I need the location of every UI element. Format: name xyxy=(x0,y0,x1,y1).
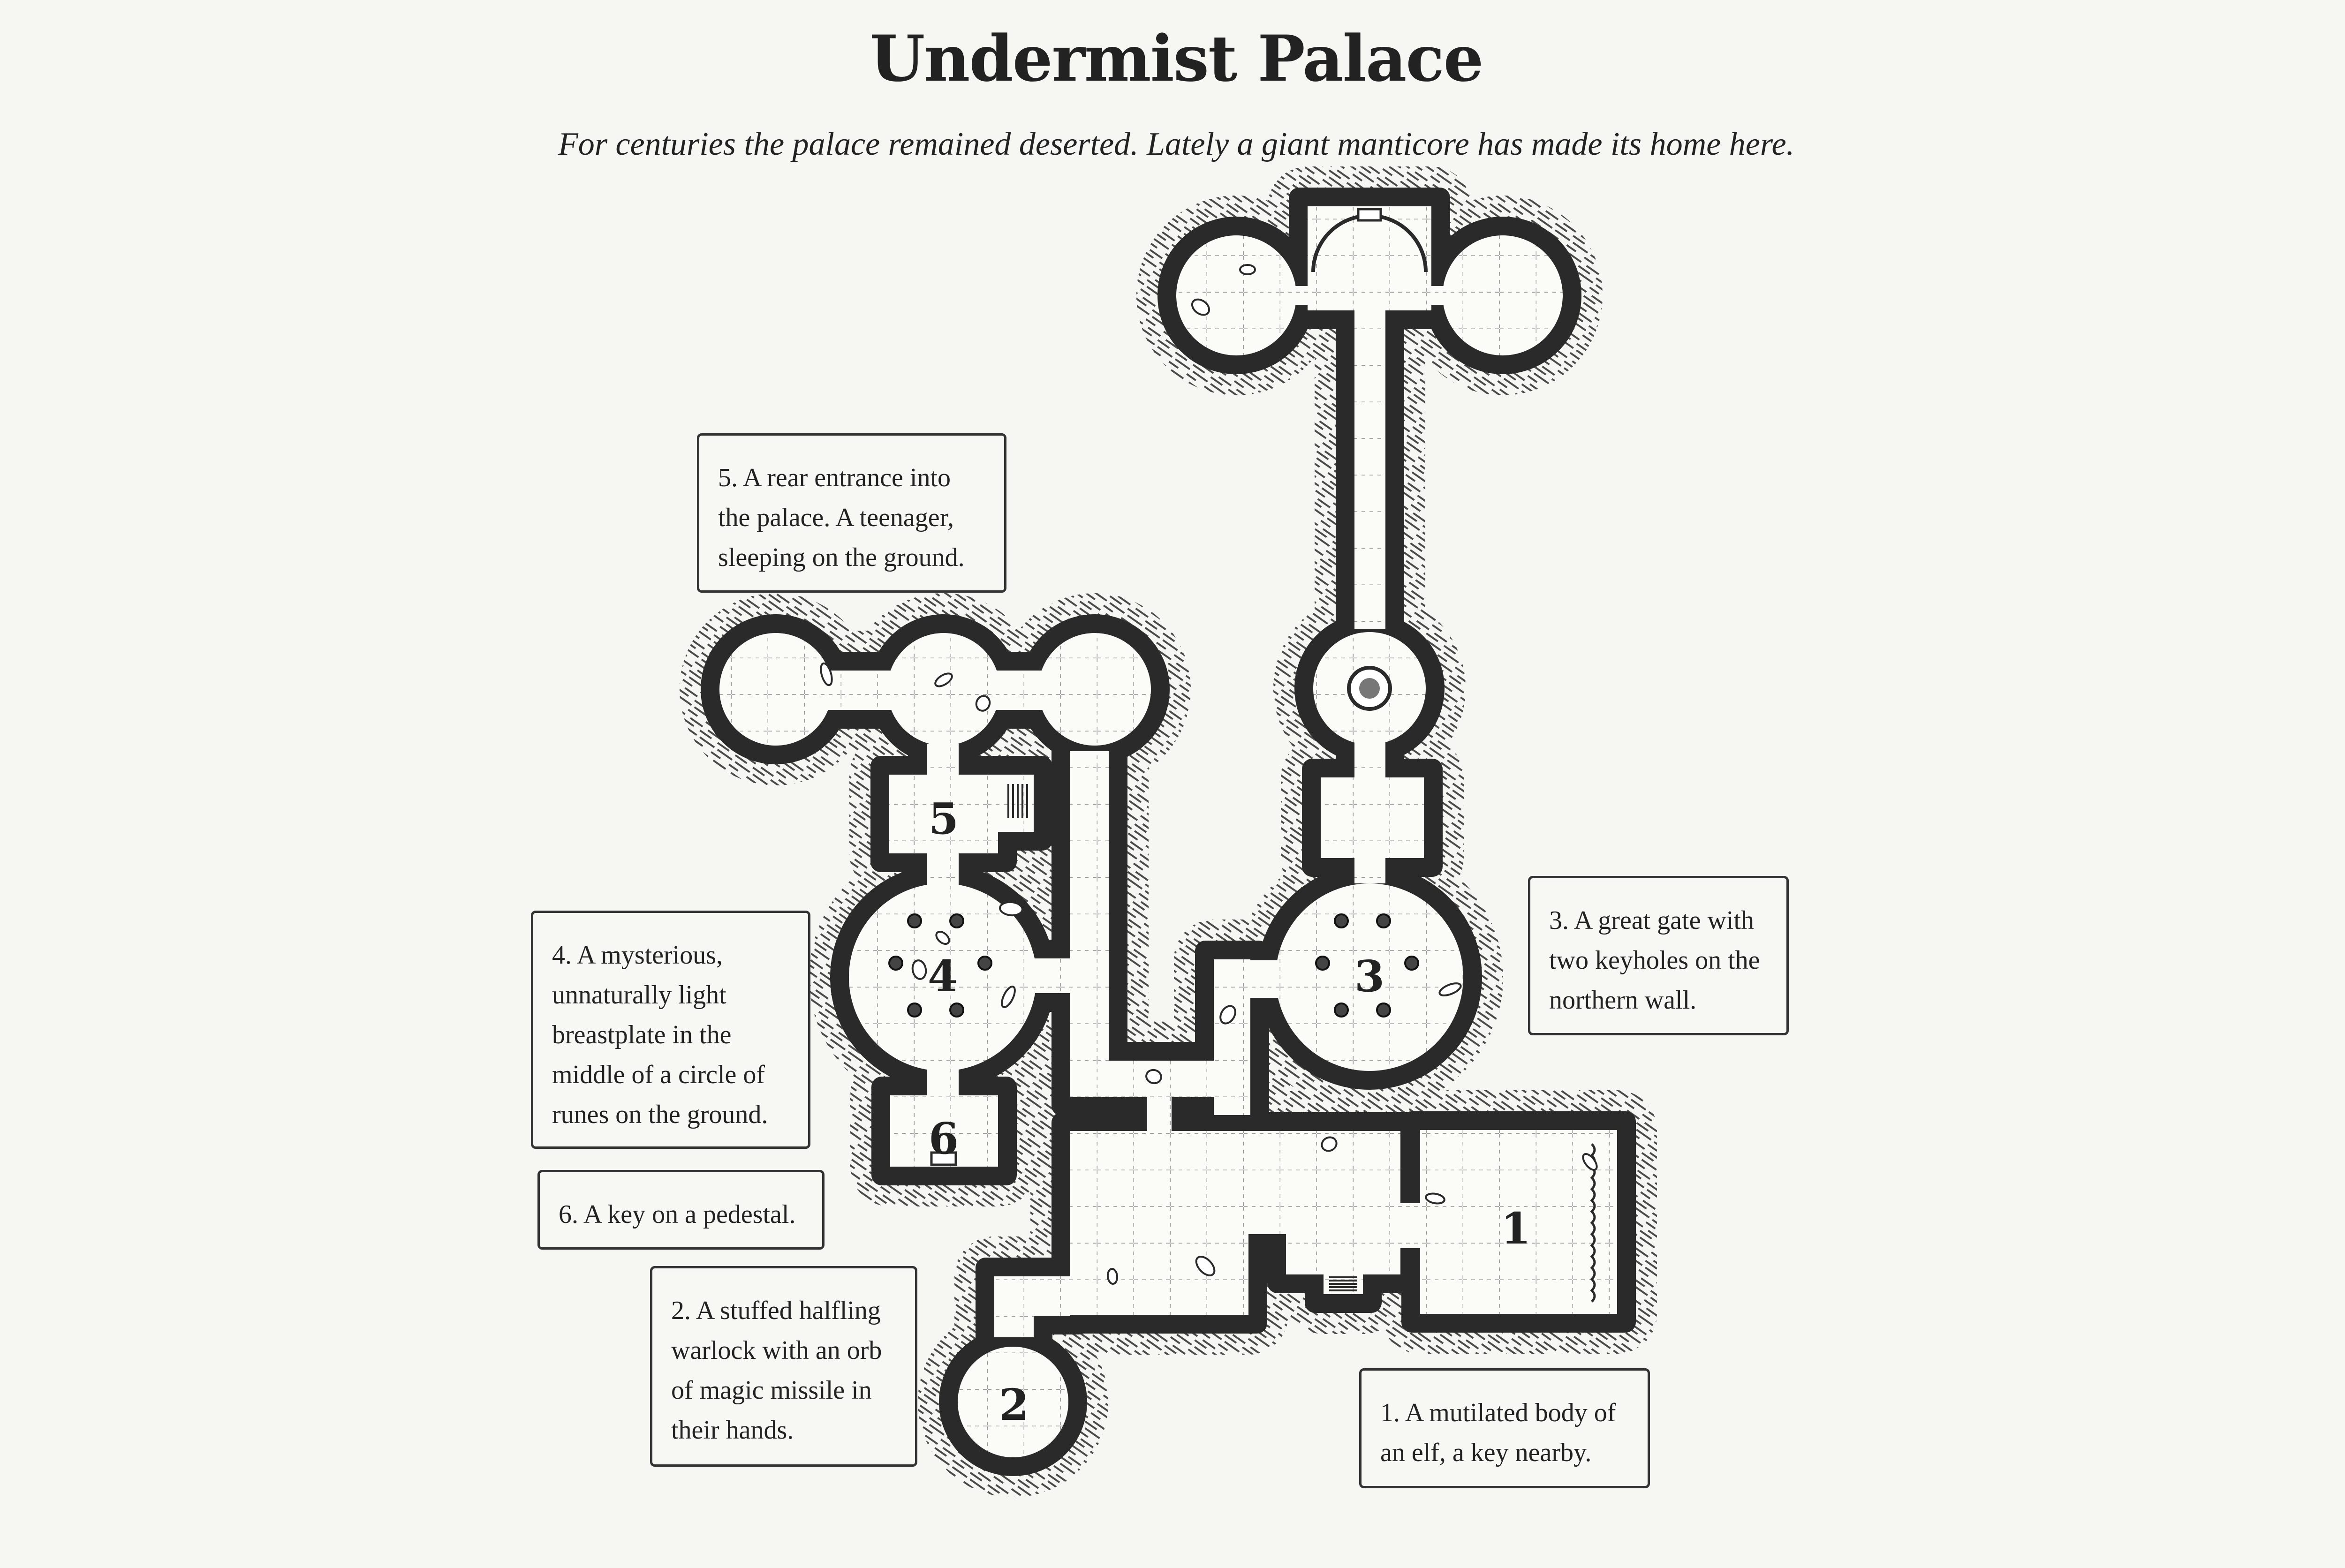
room-number-6: 6 xyxy=(929,1113,959,1164)
pillar xyxy=(949,1003,964,1018)
hall-annex xyxy=(1248,1131,1287,1234)
pillar xyxy=(949,913,964,928)
note-room-3: 3. A great gate with two keyholes on the… xyxy=(1528,876,1789,1035)
north-corridor xyxy=(1354,310,1385,629)
sw-bend xyxy=(994,1276,1034,1337)
rubble-stone xyxy=(1438,982,1462,996)
shrine-passage xyxy=(1354,742,1385,779)
rubble-stone xyxy=(1191,298,1210,316)
door-5-north xyxy=(927,744,959,776)
stair-nook xyxy=(998,775,1034,832)
rubble-stone xyxy=(820,662,833,686)
pillar xyxy=(907,1003,922,1018)
note-room-4: 4. A mysterious, unnaturally light breas… xyxy=(531,911,810,1149)
pillar xyxy=(977,956,992,971)
great-hall xyxy=(1070,1131,1248,1315)
room-3 xyxy=(1276,883,1463,1071)
rubble-stone xyxy=(999,901,1023,917)
door-ne xyxy=(1424,286,1465,305)
note-room-2: 2. A stuffed halfling warlock with an or… xyxy=(650,1266,917,1467)
door-4-south xyxy=(927,1067,959,1097)
pillar xyxy=(1376,1003,1391,1018)
north-east-rotunda xyxy=(1443,235,1563,355)
antechamber xyxy=(1321,777,1424,858)
rubble-stone xyxy=(1145,1069,1162,1085)
north-west-rotunda xyxy=(1176,235,1296,355)
door-nw xyxy=(1287,286,1328,305)
rubble-stone xyxy=(1195,1256,1216,1276)
room-5 xyxy=(889,775,998,853)
pillar xyxy=(1334,913,1349,928)
pillar xyxy=(1404,956,1419,971)
pillar xyxy=(1315,956,1330,971)
altar xyxy=(1357,208,1382,222)
pillar xyxy=(907,913,922,928)
door-5-south xyxy=(927,852,959,885)
rubble-stone xyxy=(1582,1153,1598,1171)
central-chamber xyxy=(1286,1131,1400,1274)
rubble-stone xyxy=(934,672,953,687)
rubble-stone xyxy=(935,930,950,945)
note-room-5: 5. A rear entrance into the palace. A te… xyxy=(697,433,1006,593)
room-4 xyxy=(849,883,1036,1071)
room-number-1: 1 xyxy=(1501,1203,1531,1254)
pillar xyxy=(1376,913,1391,928)
room-number-5: 5 xyxy=(929,793,959,844)
south-door xyxy=(1147,1095,1172,1133)
rubble-stone xyxy=(1425,1192,1445,1205)
door-4-east xyxy=(1033,958,1075,993)
map-details xyxy=(820,208,1598,1303)
pedestal xyxy=(930,1151,957,1166)
west-corridor xyxy=(1070,751,1109,1089)
east-passage xyxy=(1286,1203,1420,1248)
map-subtitle: For centuries the palace remained desert… xyxy=(558,126,1795,162)
room-number-3: 3 xyxy=(1354,951,1384,1002)
pillar xyxy=(1334,1003,1349,1018)
rubble-stone xyxy=(1219,1005,1236,1025)
rubble-stone xyxy=(1321,1136,1338,1152)
rubble-stone xyxy=(1239,264,1256,275)
rubble-stone xyxy=(911,959,927,980)
fountain-center xyxy=(1359,678,1380,699)
room-2 xyxy=(958,1347,1068,1457)
rubble-stone xyxy=(1001,985,1016,1009)
door-antechamber xyxy=(1354,857,1385,883)
note-room-6: 6. A key on a pedestal. xyxy=(537,1170,825,1250)
map-title: Undermist Palace xyxy=(870,21,1484,96)
room-number-4: 4 xyxy=(928,951,958,1002)
note-room-1: 1. A mutilated body of an elf, a key nea… xyxy=(1359,1368,1650,1488)
pillar xyxy=(888,956,903,971)
rubble-stone xyxy=(975,695,991,712)
rubble-stone xyxy=(1106,1268,1119,1285)
room-number-2: 2 xyxy=(999,1380,1029,1430)
